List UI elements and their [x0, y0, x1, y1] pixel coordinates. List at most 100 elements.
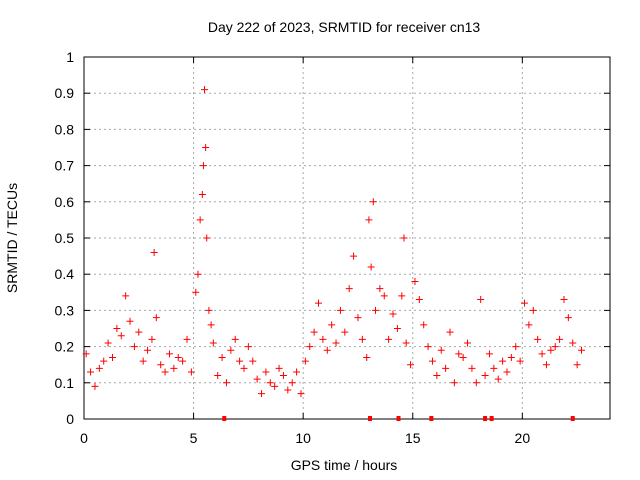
data-point	[222, 379, 230, 387]
data-point	[551, 343, 559, 351]
x-tick-labels: 0 5 10 15 20	[80, 430, 530, 446]
data-point	[288, 379, 296, 387]
data-point	[152, 314, 160, 322]
data-point	[275, 364, 283, 372]
x-axis-label: GPS time / hours	[291, 457, 398, 473]
data-point	[402, 339, 410, 347]
data-point	[297, 390, 305, 398]
data-point	[450, 379, 458, 387]
chart-title: Day 222 of 2023, SRMTID for receiver cn1…	[208, 19, 481, 35]
data-point	[319, 335, 327, 343]
data-point	[354, 314, 362, 322]
data-point	[161, 368, 169, 376]
data-point	[187, 368, 195, 376]
data-point	[437, 346, 445, 354]
data-point	[389, 310, 397, 318]
data-point	[407, 361, 415, 369]
data-point	[244, 343, 252, 351]
data-point	[284, 386, 292, 394]
data-point	[538, 350, 546, 358]
data-point	[529, 306, 537, 314]
data-point	[236, 357, 244, 365]
data-point	[385, 335, 393, 343]
data-point	[266, 379, 274, 387]
data-point	[433, 372, 441, 380]
gap-markers	[222, 416, 575, 421]
data-point	[569, 339, 577, 347]
data-point	[196, 216, 204, 224]
x-tick-label: 5	[190, 430, 198, 446]
data-point	[336, 306, 344, 314]
data-point	[262, 368, 270, 376]
data-point	[100, 357, 108, 365]
data-point	[205, 306, 213, 314]
data-point	[122, 292, 130, 300]
data-point	[516, 357, 524, 365]
data-point	[209, 339, 217, 347]
data-point	[95, 364, 103, 372]
data-points	[82, 86, 586, 398]
data-point	[350, 252, 358, 260]
gap-marker	[396, 416, 401, 421]
data-point	[464, 339, 472, 347]
data-point	[306, 343, 314, 351]
data-point	[345, 285, 353, 293]
data-point	[249, 357, 257, 365]
data-point	[104, 339, 112, 347]
data-point	[113, 325, 121, 332]
data-point	[202, 144, 210, 151]
data-point	[203, 234, 211, 242]
y-tick-label: 0.8	[55, 121, 75, 137]
data-point	[573, 361, 581, 369]
data-point	[227, 346, 235, 354]
data-point	[148, 335, 156, 343]
data-point	[468, 364, 476, 372]
grid-layer	[84, 57, 610, 419]
data-point	[108, 353, 116, 361]
data-point	[199, 162, 207, 170]
data-point	[446, 328, 454, 336]
data-point	[301, 357, 309, 365]
y-tick-label: 0.5	[55, 230, 75, 246]
data-point	[512, 343, 520, 351]
data-point	[192, 288, 200, 296]
data-point	[258, 390, 266, 398]
data-point	[323, 346, 331, 354]
data-point	[363, 353, 371, 361]
y-tick-label: 0.3	[55, 302, 75, 318]
data-point	[380, 292, 388, 300]
y-tick-label: 0.1	[55, 375, 75, 391]
data-point	[117, 332, 125, 340]
data-point	[564, 314, 572, 322]
gap-marker	[570, 416, 575, 421]
data-point	[218, 353, 226, 361]
data-point	[194, 270, 202, 278]
data-point	[398, 292, 406, 300]
data-point	[411, 277, 419, 285]
data-point	[315, 299, 323, 307]
data-point	[525, 321, 533, 329]
data-point	[139, 357, 147, 365]
data-point	[144, 346, 152, 354]
y-tick-label: 1	[66, 49, 74, 65]
y-tick-label: 0.4	[55, 266, 75, 282]
data-point	[150, 248, 158, 256]
data-point	[481, 372, 489, 380]
tick-layer	[83, 56, 610, 420]
y-tick-labels: 0 0.1 0.2 0.3 0.4 0.5 0.6 0.7 0.8 0.9 1	[55, 49, 75, 427]
data-point	[521, 299, 529, 307]
data-point	[556, 335, 564, 343]
data-point	[477, 296, 485, 304]
data-point	[271, 382, 279, 390]
data-point	[328, 321, 336, 329]
y-tick-label: 0.7	[55, 158, 75, 174]
gap-marker	[429, 416, 434, 421]
data-point	[170, 364, 178, 372]
gap-marker	[222, 416, 227, 421]
data-point	[183, 335, 191, 343]
x-tick-label: 15	[405, 430, 421, 446]
y-tick-label: 0.2	[55, 339, 75, 355]
data-point	[240, 364, 248, 372]
